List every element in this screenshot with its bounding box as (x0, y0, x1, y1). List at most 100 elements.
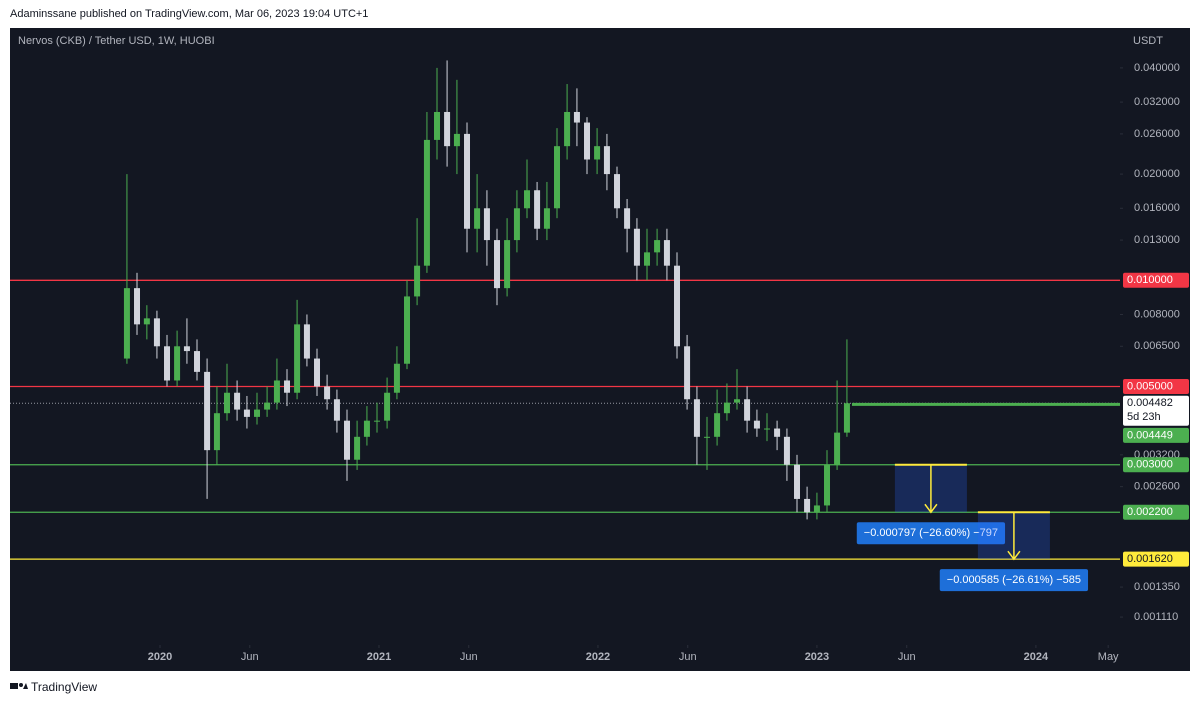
candle-body (303, 324, 310, 359)
price-tag-text: 0.010000 (1127, 274, 1173, 286)
candle-body (813, 505, 820, 513)
candle-body (234, 392, 241, 410)
candle-body (434, 111, 441, 140)
candle-body (224, 392, 231, 414)
price-tag (1123, 457, 1189, 473)
candle-body (213, 413, 220, 451)
y-tick-label: 0.001350 (1134, 581, 1180, 593)
candle-body (714, 413, 721, 437)
candle-body (824, 464, 831, 506)
symbol: Nervos (CKB) / Tether USD, 1W, HUOBI (18, 35, 215, 47)
candle-body (513, 208, 520, 241)
candle-body (783, 436, 790, 465)
candle-body (314, 358, 321, 387)
candle-body (324, 386, 331, 400)
candle-body (663, 240, 670, 266)
y-tick-label: 0.008000 (1134, 308, 1180, 320)
candle-body (674, 265, 681, 347)
header: Adaminssane published on TradingView.com… (10, 8, 368, 20)
candle-body (704, 436, 711, 438)
candle-body (384, 392, 391, 421)
y-tick-label: 0.002600 (1134, 481, 1180, 493)
x-tick-label: 2021 (367, 651, 391, 663)
candle-body (143, 318, 150, 325)
candle-body (834, 432, 841, 465)
candle-body (684, 346, 691, 400)
candle-body (524, 190, 531, 209)
x-tick-label: May (1098, 651, 1119, 663)
candle-body (794, 464, 801, 499)
candle-body (123, 288, 130, 359)
candle-body (294, 324, 301, 393)
panel (10, 28, 1190, 671)
candle-body (543, 208, 550, 229)
y-tick-label: 0.026000 (1134, 128, 1180, 140)
candle-body (243, 409, 250, 417)
x-tick-label: Jun (898, 651, 916, 663)
x-tick-label: 2020 (148, 651, 172, 663)
x-tick-label: Jun (460, 651, 478, 663)
price-tag-text: 0.004482 (1127, 397, 1173, 409)
candle-body (843, 403, 850, 433)
candle-body (554, 146, 561, 209)
candle-body (764, 428, 771, 430)
price-tag (1123, 395, 1189, 426)
candle-body (464, 133, 471, 229)
candle-body (134, 288, 141, 325)
candle-body (374, 420, 381, 422)
y-tick-label: 0.001110 (1134, 611, 1178, 623)
price-tag (1123, 427, 1189, 443)
price-tag (1123, 504, 1189, 520)
measure-label-box (856, 522, 1006, 545)
y-tick-label: 0.040000 (1134, 62, 1180, 74)
candle-body (534, 190, 541, 229)
measure-label-box (939, 569, 1089, 592)
price-tag-text: 0.001620 (1127, 553, 1173, 565)
candle-body (494, 240, 501, 289)
x-tick-label: Jun (679, 651, 697, 663)
candle-body (393, 363, 400, 393)
footer: TradingView (31, 680, 97, 694)
candle-body (693, 399, 700, 437)
candle-body (344, 420, 351, 460)
candle-body (573, 111, 580, 123)
candle-body (774, 428, 781, 437)
candle-body (444, 111, 451, 147)
unit: USDT (1133, 35, 1163, 47)
candle-body (264, 402, 271, 410)
candle-body (723, 402, 730, 414)
candle-body (164, 346, 171, 381)
measure-arrowhead (924, 503, 938, 514)
candle-body (504, 240, 511, 289)
price-tag-text: 0.003000 (1127, 459, 1173, 471)
candle-body (644, 252, 651, 266)
logo (10, 683, 28, 689)
candle-body (594, 146, 601, 160)
candle-body (423, 139, 430, 266)
candle-body (753, 420, 760, 429)
candle-body (354, 436, 361, 460)
candle-body (474, 208, 481, 229)
candle-body (414, 265, 421, 297)
candle-body (614, 174, 621, 209)
y-tick-label: 0.016000 (1134, 202, 1180, 214)
candle-body (333, 399, 340, 421)
candle-body (734, 399, 741, 403)
candle-body (744, 399, 751, 421)
measure-label-text: −0.000797 (−26.60%) −797 (864, 527, 998, 539)
y-tick-label: 0.006500 (1134, 340, 1180, 352)
price-tag (1123, 378, 1189, 394)
candle-body (624, 208, 631, 229)
x-tick-label: 2024 (1024, 651, 1049, 663)
price-tag-text: 0.005000 (1127, 380, 1173, 392)
candle-body (633, 228, 640, 266)
measure-label-text: −0.000585 (−26.61%) −585 (947, 574, 1081, 586)
candle-body (183, 346, 190, 352)
x-tick-label: 2023 (805, 651, 829, 663)
price-tag-text: 0.002200 (1127, 506, 1173, 518)
price-tag (1123, 272, 1189, 288)
candle-body (153, 318, 160, 347)
y-tick-label: 0.013000 (1134, 234, 1180, 246)
